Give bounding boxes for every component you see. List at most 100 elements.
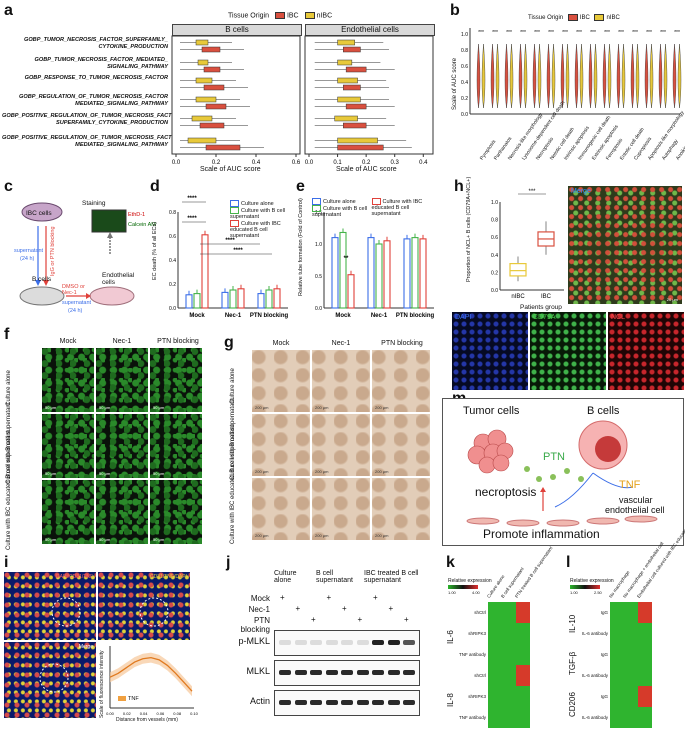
l-cell-5-2 bbox=[638, 707, 652, 728]
g-scale-2-2: 200 μm bbox=[375, 533, 389, 538]
j-blot-label-0: p-MLKL bbox=[238, 636, 270, 646]
b-ytick-2: 0.4 bbox=[461, 80, 468, 86]
k-legend-title: Relative expression bbox=[448, 578, 492, 584]
h-ytick-4: 0.8 bbox=[491, 218, 498, 224]
d-ytick-4: 0.8 bbox=[169, 210, 176, 216]
g-image-1-1: 200 μm bbox=[312, 414, 370, 476]
l-cell-2-1 bbox=[624, 644, 638, 665]
j-plus-1-4: + bbox=[342, 604, 347, 613]
d-ytick-0: 0.0 bbox=[169, 306, 176, 312]
a-pathway-3-line2: MEDIATED_SIGNALING_PATHWAY bbox=[75, 101, 168, 107]
d-bar-0-1 bbox=[193, 293, 201, 309]
d-legend-2: Culture with IBC educated B cell superna… bbox=[230, 221, 281, 240]
l-group-0: IL-10 bbox=[568, 614, 577, 633]
panel-label-i: i bbox=[4, 554, 9, 571]
d-sig-1: **** bbox=[187, 216, 197, 222]
j-col-header-1: B cell supernatant bbox=[316, 570, 353, 585]
k-cell-2-1 bbox=[502, 644, 516, 665]
m-vascular: vascular bbox=[619, 495, 653, 505]
b-sig-0: *** bbox=[478, 30, 484, 36]
m-ptn: PTN bbox=[543, 451, 565, 463]
e-ytick-3: 1.5 bbox=[315, 210, 322, 216]
a-b-box-4-0 bbox=[199, 122, 225, 129]
k-cell-4-0 bbox=[488, 686, 502, 707]
j-band-1-8 bbox=[403, 670, 415, 675]
h-merge-label: Merge bbox=[571, 188, 591, 195]
a-b-box-1-1 bbox=[197, 59, 209, 66]
m-necroptosis: necroptosis bbox=[475, 485, 537, 499]
g-scale-1-2: 200 μm bbox=[375, 469, 389, 474]
h-ncl-image: NCL bbox=[608, 312, 684, 390]
i-ihc-label: DAPI/CD31/TNF bbox=[56, 574, 93, 580]
b-legend-ibc-swatch bbox=[567, 14, 578, 21]
g-scale-0-0: 200 μm bbox=[255, 405, 269, 410]
i-image-3: Merge bbox=[4, 642, 96, 718]
e-legend: Culture alone Culture with B cell superna… bbox=[312, 198, 436, 218]
g-col-2: PTN blocking bbox=[381, 340, 423, 347]
m-inflam: Promote inflammation bbox=[483, 527, 600, 541]
e-bar-1-1 bbox=[375, 243, 383, 309]
a-b-box-3-1 bbox=[195, 96, 217, 103]
a-pathway-4-line1: GOBP_POSITIVE_REGULATION_OF_TUMOR_NECROS… bbox=[2, 113, 180, 119]
b-cat-14: Anoikis bbox=[675, 144, 685, 162]
l-cell-5-1 bbox=[624, 707, 638, 728]
j-plus-1-7: + bbox=[388, 604, 394, 613]
m-diagram: Tumor cells B cells PTN necroptosis TNF … bbox=[442, 398, 684, 546]
c-dmso: DMSO or Nec-1 bbox=[62, 284, 85, 297]
l-legend-max: 2.50 bbox=[594, 590, 602, 595]
d-sig-2: **** bbox=[225, 238, 235, 244]
j-band-1-4 bbox=[341, 670, 353, 675]
k-cell-5-1 bbox=[502, 707, 516, 728]
b-violin-1-0 bbox=[490, 43, 495, 109]
i-xlabel: Distance from vessels (mm) bbox=[116, 717, 178, 723]
b-sig-11: *** bbox=[632, 30, 638, 36]
i-image-1: DAPI/CD31/TNF bbox=[4, 572, 96, 640]
h-cd79a-image: CD79A bbox=[530, 312, 606, 390]
j-band-0-0 bbox=[279, 640, 291, 645]
f-scale-0-1: 50 μm bbox=[99, 405, 111, 410]
b-violin-2-0 bbox=[504, 43, 509, 109]
k-row-4: shRIPK3 bbox=[468, 694, 486, 699]
d-bar-1-2 bbox=[237, 288, 245, 309]
b-sig-9: *** bbox=[604, 30, 610, 36]
c-schematic bbox=[19, 202, 135, 306]
l-cell-1-1 bbox=[624, 623, 638, 644]
f-col-1: Nec-1 bbox=[112, 338, 132, 345]
b-violin-10-0 bbox=[616, 43, 621, 109]
g-image-2-2: 200 μm bbox=[372, 478, 430, 540]
b-violin-4-1 bbox=[537, 43, 542, 109]
i-image-2: CD31/TNF/DAPI bbox=[98, 572, 190, 640]
f-scale-0-2: 50 μm bbox=[153, 405, 165, 410]
e-group-0: Mock bbox=[335, 313, 351, 319]
j-band-2-3 bbox=[325, 700, 338, 705]
c-igg: IgG or PTN blocking bbox=[50, 226, 56, 276]
i-legend: TNF bbox=[118, 696, 139, 702]
a-b-box-3-0 bbox=[205, 103, 227, 110]
k-row-1: shRIPK3 bbox=[468, 631, 486, 636]
l-cell-4-2 bbox=[638, 686, 652, 707]
a-e-box-5-1 bbox=[337, 137, 378, 144]
j-plus-0-0: + bbox=[280, 593, 285, 602]
a-e-box-2-0 bbox=[343, 84, 361, 91]
c-calcein: Calcein AM bbox=[128, 222, 156, 228]
b-sig-2: *** bbox=[506, 30, 512, 36]
h-ytick-2: 0.4 bbox=[491, 253, 498, 259]
e-legend-0: Culture alone bbox=[323, 198, 356, 205]
b-violin-11-0 bbox=[630, 43, 635, 109]
i-merge-label: Merge bbox=[78, 644, 93, 650]
h-ncl-label: NCL bbox=[611, 314, 626, 321]
m-tumor: Tumor cells bbox=[463, 405, 520, 417]
l-cell-4-0 bbox=[610, 686, 624, 707]
f-scale-0-0: 50 μm bbox=[45, 405, 57, 410]
g-image-0-2: 200 μm bbox=[372, 350, 430, 412]
a-e-box-5-0 bbox=[337, 144, 384, 151]
b-violin-6-0 bbox=[560, 43, 565, 109]
l-legend-title: Relative expression bbox=[570, 578, 614, 584]
f-image-0-2: 50 μm bbox=[150, 348, 202, 412]
g-scale-2-1: 200 μm bbox=[315, 533, 329, 538]
h-ytick-1: 0.2 bbox=[491, 270, 498, 276]
c-ibc-cells: IBC cells bbox=[26, 210, 52, 217]
d-bar-0-2 bbox=[201, 234, 209, 309]
a-b-tick-label-1: 0.2 bbox=[212, 160, 221, 166]
b-violin-9-0 bbox=[602, 43, 607, 109]
